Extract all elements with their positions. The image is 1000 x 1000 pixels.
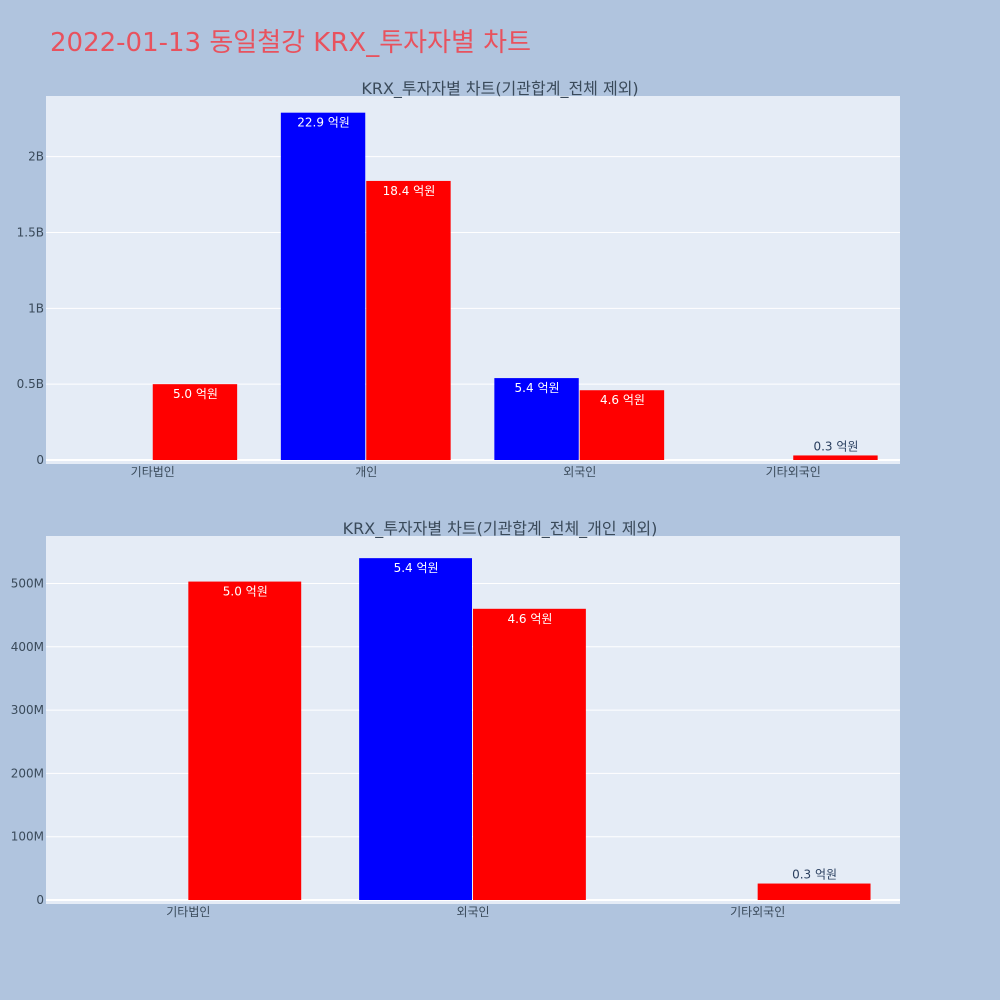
y-tick-label: 0.5B bbox=[17, 377, 44, 391]
data-label: 0.3 억원 bbox=[792, 868, 837, 882]
bar[interactable] bbox=[359, 558, 472, 900]
chart-title-2: KRX_투자자별 차트(기관합계_전체_개인 제외) bbox=[343, 519, 658, 539]
data-label: 4.6 억원 bbox=[507, 612, 552, 626]
bar[interactable] bbox=[188, 581, 302, 900]
bar[interactable] bbox=[793, 455, 878, 460]
bar[interactable] bbox=[579, 390, 665, 460]
y-tick-label: 200M bbox=[11, 766, 44, 780]
data-label: 5.4 억원 bbox=[515, 381, 560, 395]
y-tick-label: 1B bbox=[28, 301, 44, 315]
data-label: 22.9 억원 bbox=[297, 116, 350, 130]
x-tick-label: 기타외국인 bbox=[730, 905, 785, 919]
x-tick-label: 외국인 bbox=[563, 465, 596, 479]
y-tick-label: 300M bbox=[11, 703, 44, 717]
data-label: 4.6 억원 bbox=[600, 393, 645, 407]
x-tick-label: 기타법인 bbox=[166, 905, 210, 919]
y-tick-label: 400M bbox=[11, 640, 44, 654]
x-tick-label: 기타법인 bbox=[131, 465, 175, 479]
chart-title-1: KRX_투자자별 차트(기관합계_전체 제외) bbox=[361, 79, 638, 99]
y-tick-label: 2B bbox=[28, 150, 44, 164]
bar[interactable] bbox=[757, 883, 871, 900]
page-title: 2022-01-13 동일철강 KRX_투자자별 차트 bbox=[50, 28, 532, 58]
data-label: 5.4 억원 bbox=[394, 561, 439, 575]
y-tick-label: 100M bbox=[11, 830, 44, 844]
bar[interactable] bbox=[494, 378, 579, 460]
data-label: 5.0 억원 bbox=[173, 387, 218, 401]
x-tick-label: 외국인 bbox=[456, 905, 489, 919]
x-tick-label: 기타외국인 bbox=[766, 465, 821, 479]
bar[interactable] bbox=[366, 180, 451, 460]
bar[interactable] bbox=[152, 384, 238, 460]
data-label: 0.3 억원 bbox=[813, 439, 858, 453]
data-label: 18.4 억원 bbox=[383, 184, 436, 198]
y-tick-label: 0 bbox=[36, 453, 44, 467]
x-tick-label: 개인 bbox=[355, 465, 377, 479]
bar[interactable] bbox=[473, 608, 586, 900]
y-tick-label: 0 bbox=[36, 893, 44, 907]
bar[interactable] bbox=[280, 112, 366, 460]
y-tick-label: 1.5B bbox=[17, 226, 44, 240]
y-tick-label: 500M bbox=[11, 576, 44, 590]
data-label: 5.0 억원 bbox=[223, 585, 268, 599]
